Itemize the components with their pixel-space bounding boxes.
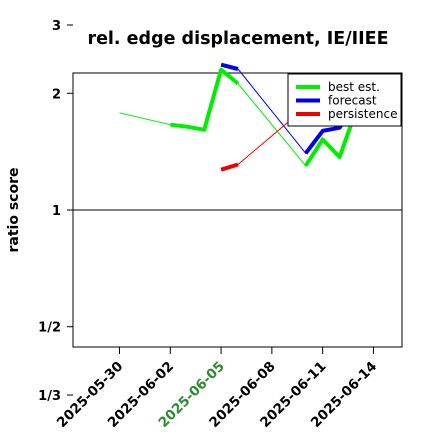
- legend-label: best est.: [328, 80, 380, 94]
- legend-label: forecast: [328, 94, 377, 108]
- y-axis-label: ratio score: [6, 168, 22, 253]
- series-layer: [119, 62, 359, 172]
- series-forecast-thick-line: [220, 62, 239, 71]
- y-tick-label: 1/3: [38, 389, 61, 404]
- y-tick-label: 1/2: [38, 321, 61, 336]
- y-tick-label: 2: [52, 87, 61, 102]
- series-best-est-thick-line: [304, 108, 359, 167]
- chart-title: rel. edge displacement, IE/IIEE: [87, 29, 388, 49]
- y-tick-label: 3: [52, 19, 61, 34]
- series-best-est-thick-line: [170, 67, 240, 132]
- y-tick-label: 1: [52, 204, 61, 219]
- series-persistence-thick-line: [220, 162, 239, 172]
- legend-label: persistence: [328, 107, 397, 121]
